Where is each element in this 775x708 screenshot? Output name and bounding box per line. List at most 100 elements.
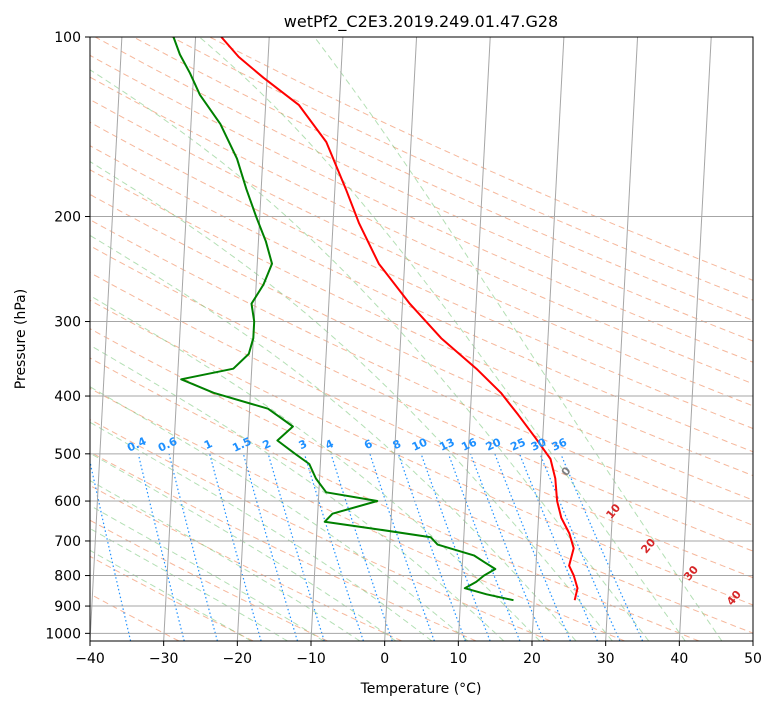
dry-adiabat-line [90, 76, 753, 385]
x-tick-label: 40 [670, 651, 688, 667]
dry-adiabat-line [90, 357, 700, 641]
y-tick-label: 700 [54, 534, 81, 550]
moist-adiabat-line [90, 386, 469, 641]
mixing-ratio-label: 8 [391, 437, 403, 452]
mixing-ratio-line [303, 453, 364, 641]
isotherm-line [457, 37, 491, 641]
x-axis-label: Temperature (°C) [360, 681, 482, 697]
mixing-ratio-line [137, 453, 185, 641]
x-tick-label: −40 [75, 651, 105, 667]
dry-adiabat-line [90, 593, 180, 641]
chart-title: wetPf2_C2E3.2019.249.01.47.G28 [284, 12, 558, 32]
x-tick-label: −20 [223, 651, 253, 667]
moist-adiabat-line [90, 504, 325, 641]
dry-adiabat-line [90, 193, 753, 501]
mixing-ratio-label: 1.5 [230, 435, 253, 455]
profile-series [172, 37, 579, 602]
moist-adiabat-line [90, 344, 505, 641]
moist-adiabat-line [314, 37, 723, 641]
isotherm-line [678, 37, 712, 641]
moist-adiabat-line [90, 161, 613, 641]
x-tick-label: 10 [449, 651, 467, 667]
dry-adiabat-line [90, 121, 753, 430]
x-tick-label: 50 [744, 651, 762, 667]
mixing-ratio-label: 20 [484, 435, 504, 453]
mixing-ratio-label: 16 [459, 435, 479, 453]
dry-adiabat-line [90, 299, 753, 606]
mixing-ratio-line [242, 453, 299, 641]
mixing-ratio-line [420, 453, 491, 641]
mixing-ratio-label: 4 [323, 437, 336, 452]
mixing-ratio-label: 2 [261, 437, 273, 452]
mixing-ratio-line [168, 453, 218, 641]
y-axis-label: Pressure (hPa) [13, 289, 29, 389]
dry-adiabat-line [90, 387, 625, 641]
moist-adiabat-label: 10 [603, 501, 623, 521]
moist-adiabat-label: 30 [681, 563, 701, 583]
mixing-ratio-line [447, 453, 521, 641]
mixing-ratio-line [330, 453, 393, 641]
dewpoint-line [172, 37, 514, 602]
moist-adiabat-line [90, 234, 577, 641]
mixing-ratio-line [518, 453, 598, 641]
y-tick-label: 400 [54, 389, 81, 405]
mixing-ratio-label: 1 [202, 437, 214, 452]
y-tick-label: 100 [54, 30, 81, 46]
mixing-ratio-label: 10 [410, 435, 430, 453]
background-lines [90, 37, 753, 641]
mixing-ratio-label: 3 [297, 437, 309, 452]
x-tick-label: −30 [149, 651, 179, 667]
isotherm-line [605, 37, 639, 641]
mixing-ratio-label: 6 [362, 437, 375, 452]
y-tick-label: 1000 [45, 626, 81, 642]
dry-adiabat-line [90, 328, 753, 634]
temperature-line [220, 37, 579, 601]
mixing-ratio-label: 36 [550, 435, 570, 453]
dry-adiabat-line [90, 54, 753, 363]
dry-adiabat-line [90, 484, 402, 641]
dry-adiabat-line [90, 555, 254, 641]
dry-adiabat-line [90, 169, 753, 477]
y-tick-label: 600 [54, 494, 81, 510]
y-tick-label: 300 [54, 315, 81, 331]
dry-adiabat-line [90, 98, 753, 407]
dry-adiabat-line [90, 451, 477, 641]
mixing-ratio-line [267, 453, 325, 641]
isotherm-line [310, 37, 344, 641]
moist-adiabat-line [90, 527, 288, 641]
moist-adiabat-label: 0 [559, 464, 574, 478]
dry-adiabat-line [209, 37, 753, 281]
dry-adiabat-line [90, 245, 753, 552]
moist-adiabat-label: 40 [724, 588, 744, 608]
moist-adiabat-line [90, 549, 252, 641]
mixing-ratio-label: 13 [437, 436, 456, 454]
moist-adiabat-line [90, 69, 650, 641]
mixing-ratio-label: 0.4 [125, 435, 148, 455]
y-tick-label: 500 [54, 447, 81, 463]
grid-lines [90, 37, 753, 641]
dry-adiabat-line [90, 519, 328, 641]
mixing-ratio-line [560, 453, 644, 641]
mixing-ratio-line [369, 453, 435, 641]
isotherm-line [90, 37, 123, 641]
mixing-ratio-label: 25 [508, 436, 527, 454]
dry-adiabat-line [90, 272, 753, 579]
plot-frame [89, 36, 754, 642]
mixing-ratio-label: 30 [529, 435, 549, 453]
mixing-ratio-line [209, 453, 262, 641]
mixing-ratio-line [470, 453, 545, 641]
isotherm-line [163, 37, 197, 641]
isotherm-line [531, 37, 565, 641]
y-tick-label: 800 [54, 569, 81, 585]
axis-ticks: −40 −30 −20 −10 0 10 20 30 40 5010020030040050060… [45, 30, 762, 667]
y-tick-label: 200 [54, 210, 81, 226]
y-tick-label: 900 [54, 599, 81, 615]
mixing-ratio-label: 0.6 [156, 435, 179, 455]
dry-adiabat-line [95, 37, 753, 342]
moist-adiabat-line [90, 421, 433, 641]
moist-adiabat-line [198, 37, 686, 641]
isotherm-line [384, 37, 418, 641]
mixing-ratio-line [494, 453, 571, 641]
mixing-ratio-line [539, 453, 621, 641]
